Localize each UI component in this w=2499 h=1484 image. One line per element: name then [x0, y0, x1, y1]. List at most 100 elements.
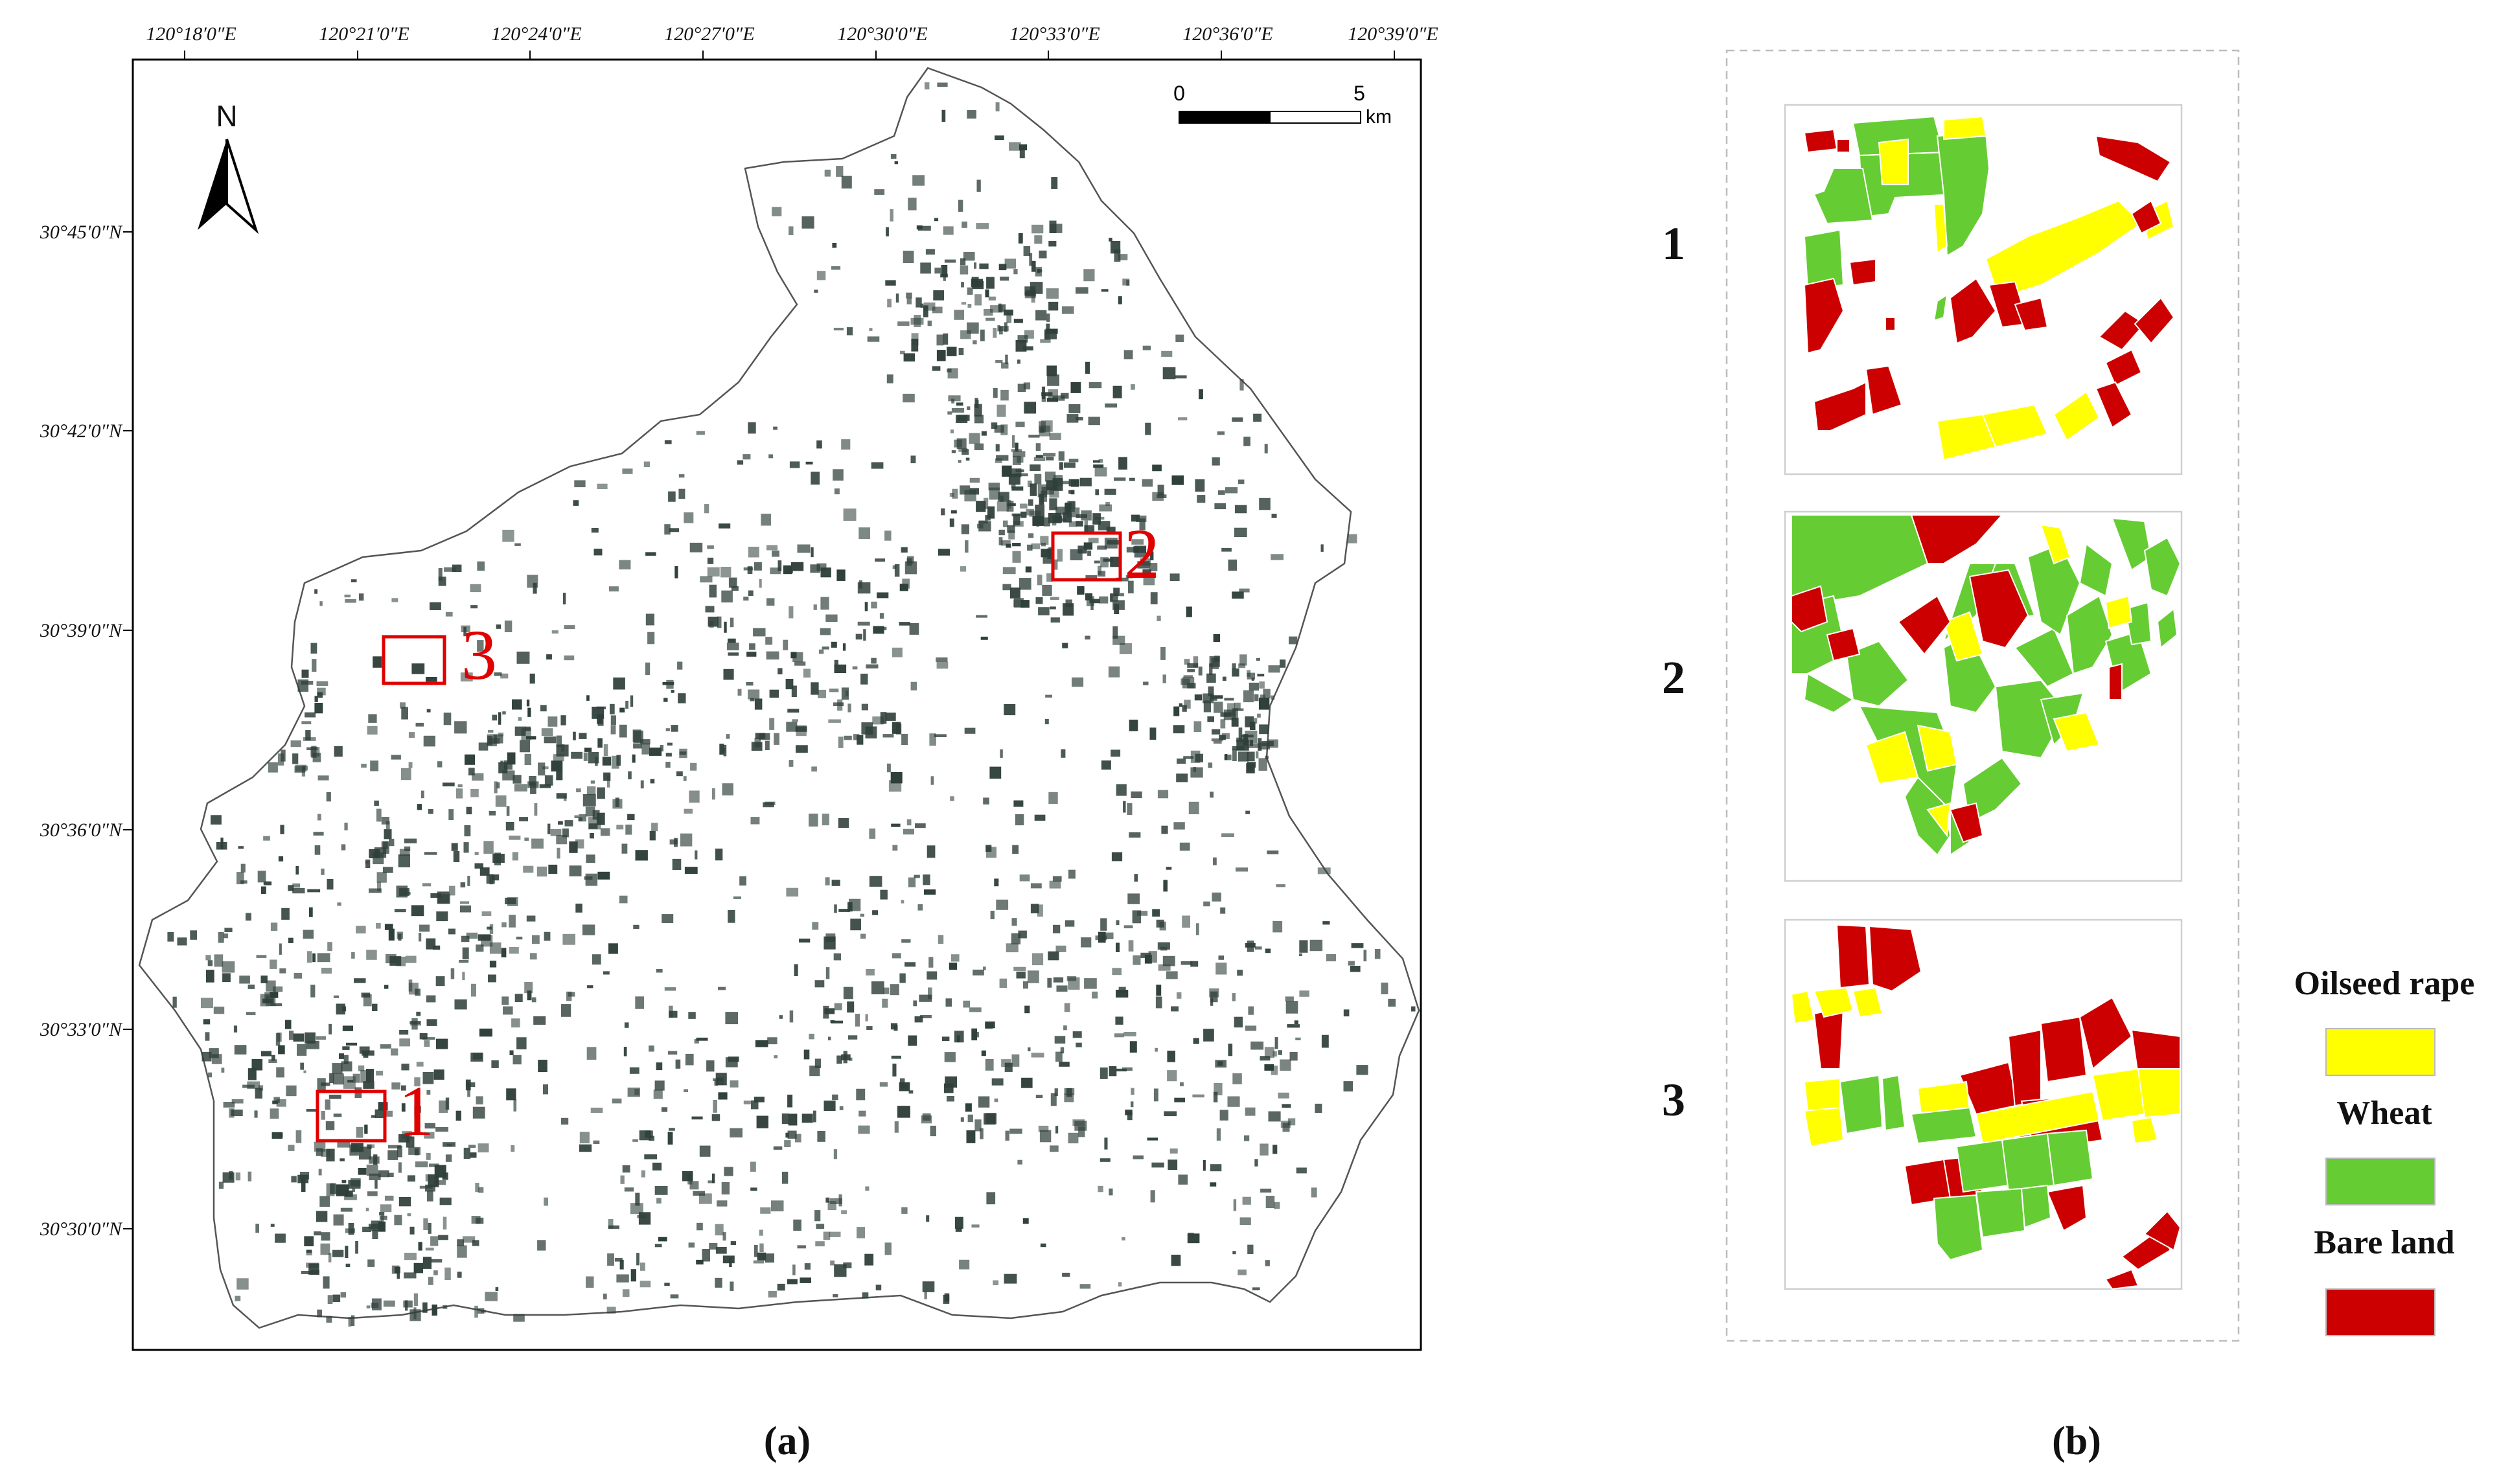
cropland-patch	[564, 625, 575, 630]
cropland-patch	[661, 1107, 668, 1112]
cropland-patch	[825, 933, 836, 942]
cropland-patch	[904, 962, 916, 967]
cropland-patch	[606, 1307, 616, 1314]
cropland-patch	[1238, 479, 1245, 485]
cropland-patch	[1066, 976, 1077, 981]
cropland-patch	[825, 877, 830, 885]
cropland-patch	[1250, 1041, 1264, 1050]
cropland-patch	[518, 717, 522, 721]
cropland-patch	[340, 1158, 345, 1161]
cropland-patch	[1136, 515, 1147, 522]
cropland-patch	[640, 780, 644, 789]
cropland-patch	[610, 715, 616, 725]
cropland-patch	[1054, 1036, 1066, 1044]
cropland-patch	[1028, 533, 1034, 538]
cropland-patch	[619, 1260, 624, 1270]
cropland-patch	[385, 1110, 393, 1117]
cropland-patch	[1156, 985, 1162, 996]
cropland-patch	[1260, 1056, 1271, 1061]
panel-b-label: (b)	[2052, 1419, 2101, 1463]
cropland-patch	[1252, 1287, 1260, 1290]
cropland-patch	[366, 1164, 378, 1176]
cropland-patch	[1139, 518, 1146, 531]
cropland-patch	[1112, 968, 1122, 976]
cropland-patch	[684, 867, 698, 874]
cropland-patch	[342, 1006, 347, 1012]
cropland-patch	[1213, 1091, 1218, 1102]
cropland-patch	[915, 823, 926, 828]
cropland-patch	[426, 1019, 437, 1026]
cropland-patch	[1122, 279, 1130, 286]
cropland-patch	[712, 1173, 715, 1183]
cropland-patch	[1041, 420, 1053, 432]
cropland-patch	[814, 1058, 822, 1068]
cropland-patch	[1249, 682, 1260, 691]
cropland-patch	[985, 289, 989, 298]
cropland-patch	[246, 1012, 256, 1016]
cropland-patch	[221, 1067, 225, 1073]
cropland-patch	[934, 218, 939, 222]
cropland-patch	[339, 1053, 344, 1059]
cropland-patch	[1029, 253, 1033, 266]
wheat-parcel	[2156, 608, 2178, 649]
cropland-patch	[938, 549, 950, 556]
cropland-patch	[869, 876, 882, 887]
cropland-patch	[983, 797, 989, 805]
cropland-patch	[231, 1099, 244, 1104]
cropland-patch	[422, 883, 432, 887]
cropland-patch	[306, 1109, 317, 1112]
cropland-patch	[792, 719, 798, 722]
cropland-patch	[1000, 277, 1009, 281]
cropland-patch	[1040, 339, 1051, 343]
cropland-patch	[516, 937, 523, 940]
cropland-patch	[791, 685, 797, 697]
cropland-patch	[1059, 1062, 1070, 1067]
cropland-patch	[1038, 607, 1050, 615]
cropland-patch	[363, 1081, 374, 1089]
cropland-patch	[514, 784, 527, 792]
cropland-patch	[345, 1246, 349, 1259]
cropland-patch	[569, 841, 578, 853]
cropland-patch	[930, 1125, 936, 1137]
cropland-patch	[1214, 503, 1226, 510]
cropland-patch	[1116, 942, 1120, 952]
lat-label: 30°45′0″N	[40, 222, 123, 243]
cropland-patch	[825, 967, 830, 979]
cropland-patch	[670, 1294, 679, 1299]
cropland-patch	[504, 621, 512, 632]
cropland-patch	[438, 576, 446, 586]
cropland-patch	[696, 1259, 704, 1265]
cropland-patch	[1126, 547, 1139, 553]
cropland-patch	[843, 508, 857, 521]
cropland-patch	[678, 693, 686, 703]
cropland-patch	[1194, 694, 1203, 701]
cropland-patch	[1046, 314, 1050, 322]
cropland-patch	[314, 589, 317, 594]
cropland-patch	[715, 1073, 727, 1086]
cropland-patch	[722, 1232, 726, 1241]
cropland-patch	[1321, 1034, 1329, 1048]
cropland-patch	[506, 1088, 516, 1101]
cropland-patch	[995, 458, 1002, 463]
cropland-patch	[922, 1281, 935, 1292]
cropland-patch	[383, 1300, 395, 1307]
cropland-patch	[592, 954, 601, 965]
cropland-patch	[956, 1035, 960, 1043]
cropland-patch	[985, 1113, 997, 1124]
cropland-patch	[723, 668, 734, 680]
cropland-patch	[754, 562, 762, 571]
cropland-patch	[603, 1294, 607, 1299]
cropland-patch	[1044, 472, 1056, 482]
cropland-patch	[1046, 323, 1050, 332]
cropland-patch	[430, 602, 441, 610]
cropland-patch	[976, 179, 981, 192]
cropland-patch	[923, 305, 928, 317]
cropland-patch	[981, 1050, 986, 1056]
wheat-parcel	[1955, 1139, 2010, 1193]
cropland-patch	[337, 902, 341, 906]
cropland-patch	[534, 803, 538, 816]
cropland-patch	[1217, 431, 1225, 435]
cropland-patch	[1049, 498, 1057, 510]
cropland-patch	[861, 722, 873, 735]
cropland-patch	[1131, 791, 1142, 798]
